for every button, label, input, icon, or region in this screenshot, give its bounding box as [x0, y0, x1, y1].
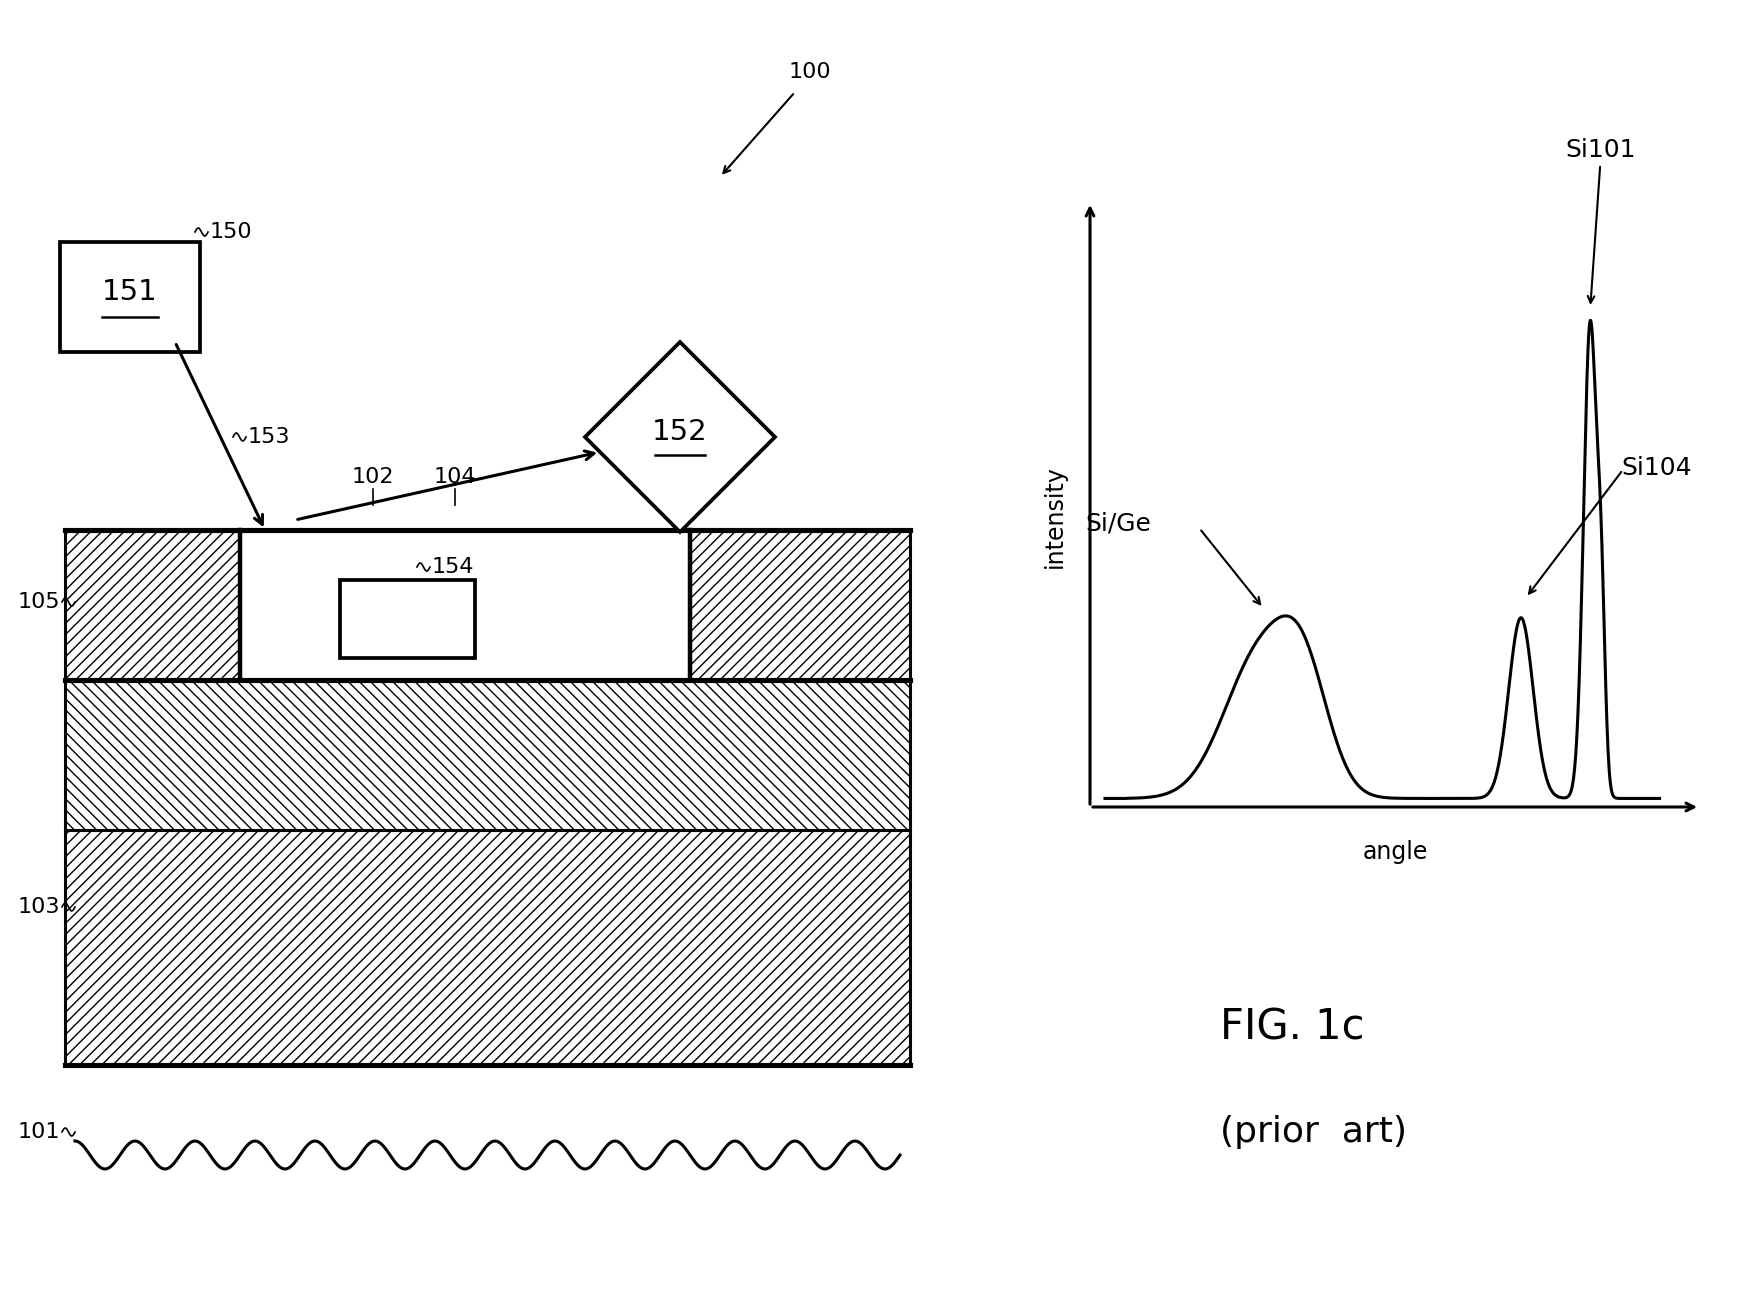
Text: 153: 153 — [249, 427, 291, 447]
Text: (prior  art): (prior art) — [1219, 1115, 1406, 1149]
Bar — [340, 580, 475, 657]
Bar — [690, 531, 910, 680]
Text: 101: 101 — [18, 1121, 60, 1142]
Text: Si/Ge: Si/Ge — [1085, 511, 1150, 536]
Text: 152: 152 — [653, 418, 707, 446]
Polygon shape — [584, 342, 774, 532]
Text: Si104: Si104 — [1619, 456, 1690, 480]
Bar — [65, 531, 240, 680]
Text: intensity: intensity — [1043, 465, 1067, 569]
Text: 103: 103 — [18, 897, 60, 918]
Text: 100: 100 — [789, 61, 831, 82]
Bar — [65, 830, 910, 1065]
Text: 104: 104 — [434, 467, 476, 488]
Text: 151: 151 — [102, 278, 157, 306]
Text: Si101: Si101 — [1565, 139, 1635, 162]
Text: 154: 154 — [432, 557, 475, 576]
Text: 102: 102 — [351, 467, 393, 488]
Bar — [240, 531, 690, 680]
Text: 105: 105 — [18, 592, 60, 612]
Bar — [65, 680, 910, 830]
Bar — [60, 242, 199, 352]
Text: angle: angle — [1362, 840, 1427, 864]
Text: 150: 150 — [210, 222, 252, 242]
Text: FIG. 1c: FIG. 1c — [1219, 1006, 1364, 1048]
